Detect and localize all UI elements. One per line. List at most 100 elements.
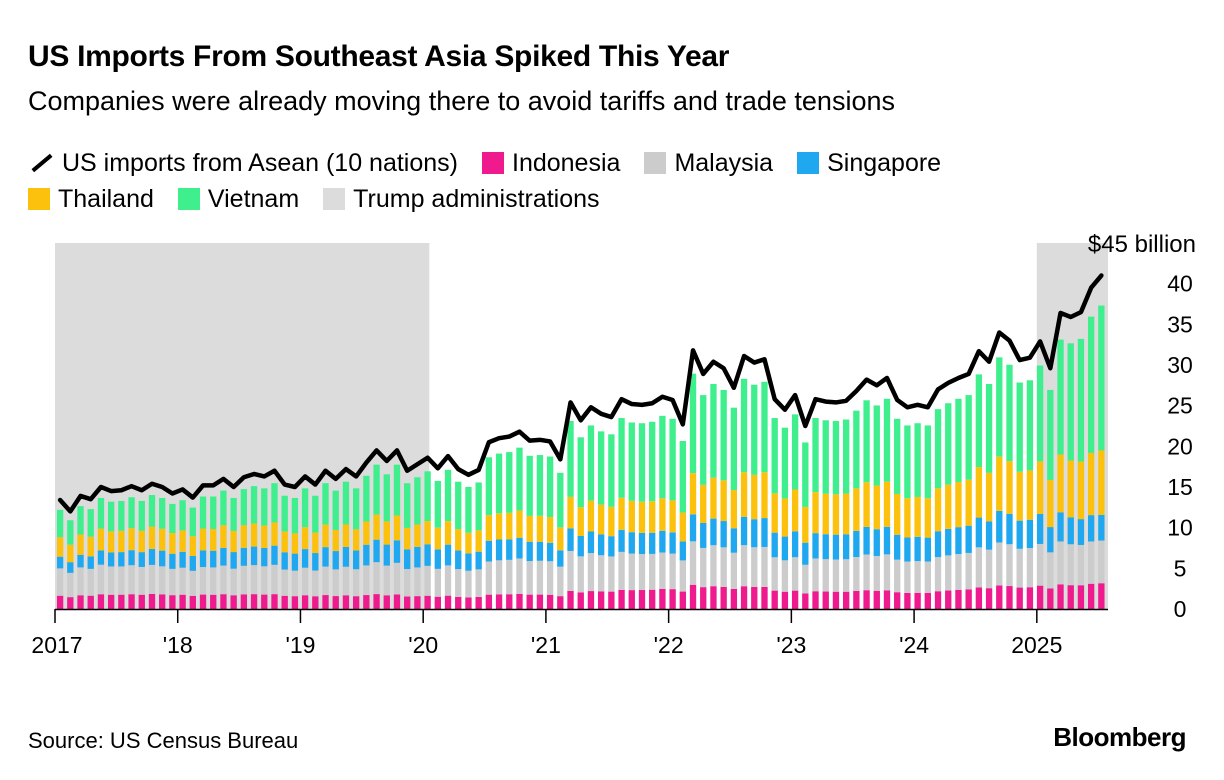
bar-singapore-53 xyxy=(597,534,605,556)
bar-vietnam-3 xyxy=(87,509,94,537)
bar-singapore-52 xyxy=(587,531,595,554)
bar-indonesia-39 xyxy=(455,596,462,609)
x-tick-label-5: '22 xyxy=(654,632,684,658)
bar-indonesia-79 xyxy=(863,590,870,609)
bar-malaysia-42 xyxy=(485,561,493,595)
bar-indonesia-31 xyxy=(373,594,380,609)
bar-indonesia-34 xyxy=(404,596,411,609)
bar-singapore-102 xyxy=(1098,514,1105,541)
bar-malaysia-88 xyxy=(955,554,962,590)
bar-singapore-43 xyxy=(495,539,503,561)
bar-singapore-38 xyxy=(444,544,452,566)
bar-thailand-88 xyxy=(955,481,962,528)
bar-singapore-28 xyxy=(342,546,350,567)
legend-label-malaysia: Malaysia xyxy=(674,149,774,177)
bar-singapore-92 xyxy=(996,510,1003,543)
bar-indonesia-28 xyxy=(342,595,350,609)
malaysia-swatch-icon xyxy=(644,152,667,174)
bar-malaysia-102 xyxy=(1098,540,1105,584)
bar-indonesia-72 xyxy=(791,590,799,609)
bar-thailand-8 xyxy=(138,530,145,553)
bar-singapore-12 xyxy=(179,551,186,568)
bar-thailand-15 xyxy=(210,529,217,551)
chart-subtitle: Companies were already moving there to a… xyxy=(28,86,895,116)
bar-singapore-29 xyxy=(352,550,360,570)
bar-thailand-53 xyxy=(597,504,605,535)
bar-indonesia-4 xyxy=(97,594,105,609)
bar-singapore-40 xyxy=(465,553,472,571)
bar-indonesia-5 xyxy=(107,594,115,609)
bar-singapore-71 xyxy=(781,536,789,561)
bar-thailand-31 xyxy=(373,514,380,540)
y-axis-unit-label: $45 billion xyxy=(1088,231,1196,258)
bar-indonesia-22 xyxy=(281,595,288,609)
bar-thailand-99 xyxy=(1067,460,1074,518)
bar-thailand-45 xyxy=(516,510,523,538)
bar-vietnam-27 xyxy=(332,490,339,530)
bar-singapore-20 xyxy=(261,547,268,567)
bar-singapore-21 xyxy=(271,545,278,565)
bar-vietnam-81 xyxy=(883,398,891,482)
bar-vietnam-58 xyxy=(649,421,656,502)
bar-indonesia-99 xyxy=(1067,585,1074,609)
bar-thailand-58 xyxy=(649,501,656,533)
bar-vietnam-8 xyxy=(138,500,145,531)
bar-malaysia-90 xyxy=(975,547,983,588)
bar-indonesia-24 xyxy=(301,595,309,609)
bar-singapore-93 xyxy=(1006,513,1013,545)
bar-singapore-100 xyxy=(1077,519,1085,545)
bar-vietnam-92 xyxy=(996,357,1003,457)
bar-indonesia-25 xyxy=(312,596,319,609)
bar-vietnam-37 xyxy=(434,480,441,528)
bar-malaysia-37 xyxy=(434,568,441,597)
asean-imports-line xyxy=(57,273,1104,514)
bar-indonesia-77 xyxy=(842,591,850,609)
bar-malaysia-8 xyxy=(138,566,145,595)
bar-vietnam-61 xyxy=(679,440,686,513)
bar-indonesia-11 xyxy=(169,595,176,609)
bar-vietnam-76 xyxy=(832,421,840,495)
bar-malaysia-83 xyxy=(904,561,911,593)
bar-indonesia-60 xyxy=(669,589,676,609)
bar-thailand-1 xyxy=(67,544,74,563)
legend-item-trump: Trump administrations xyxy=(323,181,600,217)
bar-indonesia-6 xyxy=(118,594,125,609)
bar-thailand-2 xyxy=(77,534,84,555)
bar-malaysia-57 xyxy=(638,554,646,591)
bar-indonesia-95 xyxy=(1026,587,1034,609)
bar-thailand-49 xyxy=(557,527,564,551)
bar-indonesia-43 xyxy=(495,594,503,609)
bar-singapore-25 xyxy=(312,553,319,571)
bar-vietnam-12 xyxy=(179,500,186,531)
bar-singapore-1 xyxy=(67,562,74,573)
bar-indonesia-98 xyxy=(1057,584,1064,609)
legend-label-indonesia: Indonesia xyxy=(512,149,621,177)
bar-thailand-51 xyxy=(577,507,584,536)
bar-malaysia-44 xyxy=(506,559,513,595)
bar-vietnam-33 xyxy=(393,464,401,516)
bar-thailand-4 xyxy=(97,528,105,551)
bar-singapore-51 xyxy=(577,535,584,557)
bar-indonesia-44 xyxy=(506,594,513,609)
bar-singapore-59 xyxy=(659,530,666,553)
bar-malaysia-61 xyxy=(679,560,686,592)
bar-thailand-41 xyxy=(475,530,482,552)
bar-indonesia-75 xyxy=(822,591,829,609)
bar-singapore-22 xyxy=(281,552,288,570)
bar-singapore-55 xyxy=(618,529,625,552)
bar-indonesia-66 xyxy=(730,588,738,609)
bar-malaysia-99 xyxy=(1067,544,1074,586)
thailand-swatch-icon xyxy=(28,188,50,210)
bar-thailand-29 xyxy=(352,529,360,551)
y-tick-label-40: 40 xyxy=(1167,271,1193,297)
bar-indonesia-68 xyxy=(751,587,758,609)
bar-malaysia-29 xyxy=(352,569,360,597)
bar-indonesia-21 xyxy=(271,594,278,609)
bar-vietnam-32 xyxy=(383,474,390,522)
bar-thailand-98 xyxy=(1057,454,1064,513)
bar-singapore-79 xyxy=(863,526,870,555)
bar-vietnam-14 xyxy=(199,496,207,529)
bar-thailand-44 xyxy=(506,512,513,540)
bar-thailand-73 xyxy=(802,506,809,543)
bar-malaysia-45 xyxy=(516,558,523,594)
